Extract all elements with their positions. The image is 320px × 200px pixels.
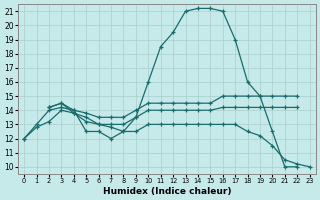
X-axis label: Humidex (Indice chaleur): Humidex (Indice chaleur) xyxy=(103,187,231,196)
